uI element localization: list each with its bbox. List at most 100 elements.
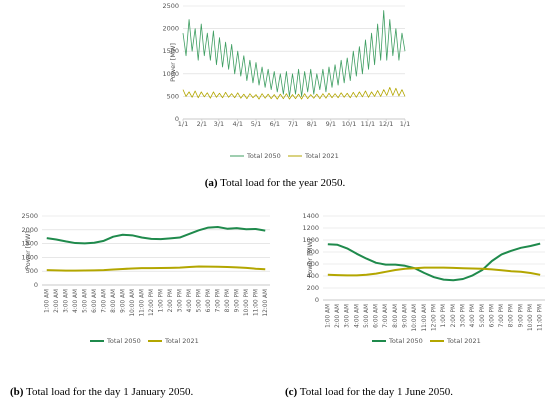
x-tick-label: 3:00 PM <box>460 304 466 327</box>
x-tick-label: 12:00 PM <box>149 289 155 316</box>
x-tick-label: 9/1 <box>326 120 336 128</box>
x-tick-label: 10:00 PM <box>244 289 250 316</box>
x-tick-label: 1:00 AM <box>44 289 50 313</box>
x-tick-label: 7/1 <box>288 120 298 128</box>
y-tick-label: 2500 <box>21 212 38 220</box>
x-tick-label: 1:00 AM <box>325 304 331 328</box>
x-tick-label: 9:00 PM <box>234 289 240 312</box>
y-tick-label: 200 <box>307 284 319 292</box>
x-tick-label: 3:00 PM <box>177 289 183 312</box>
y-tick-label: 1000 <box>21 253 38 261</box>
y-tick-label: 800 <box>307 248 319 256</box>
x-tick-label: 11:00 PM <box>538 304 544 331</box>
x-tick-label: 5:00 PM <box>196 289 202 312</box>
y-tick-label: 2500 <box>162 2 179 10</box>
x-tick-label: 7:00 PM <box>215 289 221 312</box>
x-tick-label: 2:00 PM <box>168 289 174 312</box>
x-tick-label: 3:00 AM <box>345 304 351 328</box>
y-tick-label: 0 <box>175 115 179 123</box>
series-line <box>182 86 406 100</box>
x-tick-label: 6:00 AM <box>92 289 98 313</box>
x-tick-label: 7:00 AM <box>383 304 389 328</box>
x-tick-label: 10/1 <box>342 120 357 128</box>
x-tick-label: 1:00 PM <box>158 289 164 312</box>
x-tick-label: 10:00 AM <box>130 289 136 317</box>
x-tick-label: 5:00 AM <box>364 304 370 328</box>
x-tick-label: 5:00 PM <box>480 304 486 327</box>
caption-label: (b) <box>10 386 24 398</box>
caption-text: Total load for the year 2050. <box>218 177 346 189</box>
x-tick-label: 2/1 <box>197 120 207 128</box>
y-axis-label: Power [MW] <box>24 231 32 270</box>
caption: (b) Total load for the day 1 January 205… <box>10 386 193 398</box>
y-tick-label: 600 <box>307 260 319 268</box>
series-line <box>327 242 541 282</box>
y-tick-label: 400 <box>307 272 319 280</box>
caption-label: (a) <box>205 177 218 189</box>
y-tick-label: 500 <box>167 92 179 100</box>
series-line <box>46 265 266 272</box>
x-tick-label: 1/1 <box>178 120 188 128</box>
x-tick-label: 2:00 PM <box>451 304 457 327</box>
y-tick-label: 1400 <box>302 212 319 220</box>
x-tick-label: 4:00 AM <box>73 289 79 313</box>
x-tick-label: 3/1 <box>214 120 224 128</box>
series-line <box>46 226 266 245</box>
y-tick-label: 0 <box>34 281 38 289</box>
x-tick-label: 10:00 PM <box>528 304 534 331</box>
x-tick-label: 8/1 <box>307 120 317 128</box>
y-tick-label: 1200 <box>302 224 319 232</box>
x-tick-label: 1:00 PM <box>441 304 447 327</box>
caption-label: (c) <box>285 386 298 398</box>
caption: (a) Total load for the year 2050. <box>205 177 346 189</box>
y-tick-label: 1000 <box>162 70 179 78</box>
x-tick-label: 4/1 <box>233 120 243 128</box>
x-tick-label: 3:00 AM <box>63 289 69 313</box>
x-tick-label: 8:00 AM <box>111 289 117 313</box>
legend-label: Total 2050 <box>388 337 423 345</box>
x-tick-label: 4:00 PM <box>470 304 476 327</box>
x-tick-label: 11:00 AM <box>139 289 145 317</box>
x-tick-label: 2:00 AM <box>335 304 341 328</box>
legend-label: Total 2021 <box>164 337 199 345</box>
y-tick-label: 1000 <box>302 236 319 244</box>
x-tick-label: 2:00 AM <box>54 289 60 313</box>
y-tick-label: 2000 <box>162 25 179 33</box>
x-tick-label: 6/1 <box>270 120 280 128</box>
x-tick-label: 8:00 AM <box>393 304 399 328</box>
x-tick-label: 11:00 AM <box>422 304 428 332</box>
x-tick-label: 7:00 PM <box>499 304 505 327</box>
x-tick-label: 4:00 AM <box>354 304 360 328</box>
x-tick-label: 6:00 PM <box>206 289 212 312</box>
y-tick-label: 0 <box>315 296 319 304</box>
y-tick-label: 1500 <box>21 240 38 248</box>
caption: (c) Total load for the day 1 June 2050. <box>285 386 453 398</box>
y-tick-label: 2000 <box>21 226 38 234</box>
x-tick-label: 12/1 <box>379 120 394 128</box>
legend-label: Total 2021 <box>304 152 339 160</box>
y-axis-label: Power [MW] <box>306 239 314 278</box>
x-tick-label: 9:00 PM <box>518 304 524 327</box>
x-tick-label: 9:00 AM <box>120 289 126 313</box>
x-tick-label: 5:00 AM <box>82 289 88 313</box>
x-tick-label: 9:00 AM <box>403 304 409 328</box>
caption-text: Total load for the day 1 June 2050. <box>297 386 453 398</box>
x-tick-label: 7:00 AM <box>101 289 107 313</box>
y-tick-label: 500 <box>26 267 38 275</box>
legend-label: Total 2021 <box>446 337 481 345</box>
x-tick-label: 6:00 PM <box>489 304 495 327</box>
x-tick-label: 11/1 <box>361 120 376 128</box>
y-tick-label: 1500 <box>162 47 179 55</box>
x-tick-label: 6:00 AM <box>374 304 380 328</box>
x-tick-label: 4:00 PM <box>187 289 193 312</box>
series-line <box>182 10 406 97</box>
series-line <box>327 266 541 277</box>
x-tick-label: 8:00 PM <box>225 289 231 312</box>
x-tick-label: 8:00 PM <box>509 304 515 327</box>
x-tick-label: 10:00 AM <box>412 304 418 332</box>
caption-text: Total load for the day 1 January 2050. <box>23 386 193 398</box>
legend-label: Total 2050 <box>246 152 281 160</box>
x-tick-label: 12:00 AM <box>263 289 269 317</box>
x-tick-label: 5/1 <box>251 120 261 128</box>
